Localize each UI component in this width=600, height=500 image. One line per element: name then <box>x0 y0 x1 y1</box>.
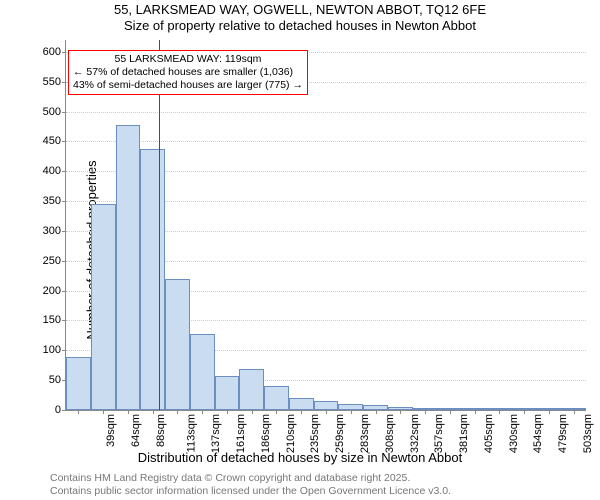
xtick-mark <box>276 410 277 414</box>
xtick-label: 259sqm <box>334 414 346 453</box>
bar <box>66 357 91 410</box>
ytick-label: 400 <box>43 165 61 177</box>
grid-line <box>66 112 586 113</box>
ytick-mark <box>62 112 66 113</box>
xtick-label: 381sqm <box>458 414 470 453</box>
xtick-mark <box>227 410 228 414</box>
xtick-mark <box>252 410 253 414</box>
ytick-label: 500 <box>43 106 61 118</box>
xtick-mark <box>202 410 203 414</box>
xtick-label: 479sqm <box>557 414 569 453</box>
xtick-label: 64sqm <box>130 414 142 447</box>
bar <box>215 376 240 410</box>
bar <box>165 279 190 410</box>
xtick-mark <box>301 410 302 414</box>
xtick-label: 308sqm <box>384 414 396 453</box>
bar <box>116 125 141 410</box>
xtick-mark <box>524 410 525 414</box>
xtick-mark <box>549 410 550 414</box>
annotation-box: 55 LARKSMEAD WAY: 119sqm← 57% of detache… <box>68 50 308 95</box>
ytick-mark <box>62 320 66 321</box>
ytick-mark <box>62 291 66 292</box>
xtick-mark <box>153 410 154 414</box>
ytick-label: 200 <box>43 285 61 297</box>
bar <box>91 204 116 410</box>
ytick-label: 450 <box>43 135 61 147</box>
xtick-mark <box>475 410 476 414</box>
ytick-label: 600 <box>43 46 61 58</box>
xtick-label: 161sqm <box>235 414 247 453</box>
plot-area: 05010015020025030035040045050055060039sq… <box>65 40 586 411</box>
xtick-mark <box>78 410 79 414</box>
chart-container: 55, LARKSMEAD WAY, OGWELL, NEWTON ABBOT,… <box>0 0 600 500</box>
xtick-label: 357sqm <box>433 414 445 453</box>
xtick-mark <box>425 410 426 414</box>
footer-line-2: Contains public sector information licen… <box>50 485 451 498</box>
ytick-label: 300 <box>43 225 61 237</box>
xtick-label: 405sqm <box>483 414 495 453</box>
xtick-label: 210sqm <box>285 414 297 453</box>
bar <box>140 149 165 410</box>
xtick-label: 235sqm <box>310 414 322 453</box>
ytick-mark <box>62 231 66 232</box>
xtick-label: 454sqm <box>532 414 544 453</box>
xtick-label: 137sqm <box>211 414 223 453</box>
x-axis-label: Distribution of detached houses by size … <box>0 450 600 465</box>
bar <box>264 386 289 410</box>
bar <box>190 334 215 410</box>
footer-line-1: Contains HM Land Registry data © Crown c… <box>50 472 451 485</box>
xtick-mark <box>326 410 327 414</box>
xtick-label: 88sqm <box>155 414 167 447</box>
ytick-label: 0 <box>55 404 61 416</box>
xtick-mark <box>574 410 575 414</box>
xtick-label: 186sqm <box>260 414 272 453</box>
xtick-mark <box>351 410 352 414</box>
ytick-mark <box>62 141 66 142</box>
bar <box>239 369 264 410</box>
ytick-mark <box>62 350 66 351</box>
xtick-mark <box>376 410 377 414</box>
ytick-label: 150 <box>43 314 61 326</box>
xtick-mark <box>177 410 178 414</box>
ytick-mark <box>62 52 66 53</box>
xtick-mark <box>103 410 104 414</box>
ytick-mark <box>62 261 66 262</box>
xtick-label: 39sqm <box>105 414 117 447</box>
ytick-mark <box>62 201 66 202</box>
footer-text: Contains HM Land Registry data © Crown c… <box>50 472 451 498</box>
ytick-mark <box>62 82 66 83</box>
chart-title: 55, LARKSMEAD WAY, OGWELL, NEWTON ABBOT,… <box>0 2 600 18</box>
xtick-label: 283sqm <box>359 414 371 453</box>
xtick-mark <box>128 410 129 414</box>
ytick-label: 550 <box>43 76 61 88</box>
annotation-line: ← 57% of detached houses are smaller (1,… <box>73 66 303 79</box>
ytick-mark <box>62 171 66 172</box>
grid-line <box>66 141 586 142</box>
ytick-mark <box>62 410 66 411</box>
xtick-label: 113sqm <box>185 414 197 452</box>
xtick-label: 503sqm <box>582 414 594 453</box>
reference-line <box>159 40 160 410</box>
annotation-line: 43% of semi-detached houses are larger (… <box>73 79 303 92</box>
xtick-label: 430sqm <box>508 414 520 453</box>
chart-subtitle: Size of property relative to detached ho… <box>0 18 600 34</box>
xtick-mark <box>450 410 451 414</box>
xtick-mark <box>499 410 500 414</box>
ytick-label: 350 <box>43 195 61 207</box>
bar <box>289 398 314 410</box>
xtick-mark <box>400 410 401 414</box>
annotation-line: 55 LARKSMEAD WAY: 119sqm <box>73 53 303 66</box>
ytick-label: 100 <box>43 344 61 356</box>
ytick-label: 250 <box>43 255 61 267</box>
bar <box>314 401 339 410</box>
xtick-label: 332sqm <box>409 414 421 453</box>
ytick-label: 50 <box>49 374 61 386</box>
